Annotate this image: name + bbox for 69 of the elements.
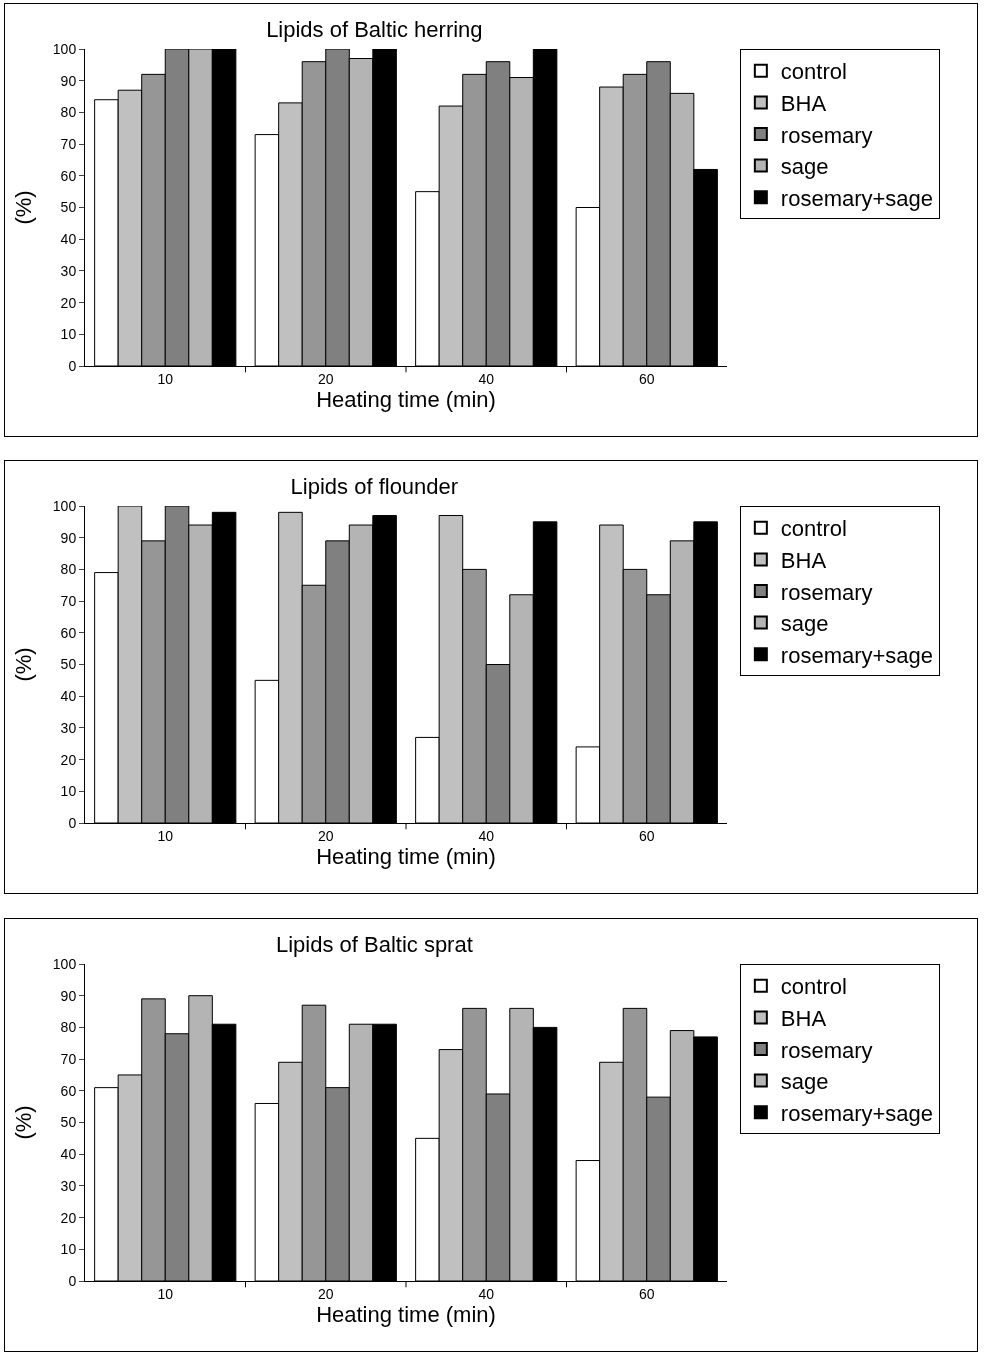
y-tick-label: 20: [60, 294, 77, 311]
y-tick-label: 10: [60, 783, 77, 800]
x-tick-label: 20: [317, 1285, 334, 1302]
x-tick-label: 60: [638, 370, 655, 387]
legend-label: rosemary: [780, 579, 873, 605]
x-axis-title: Heating time (min): [316, 386, 496, 412]
y-tick-label: 100: [52, 40, 77, 57]
y-tick-label: 0: [68, 1272, 77, 1289]
y-tick-label: 40: [60, 231, 77, 248]
y-tick-label: 30: [60, 719, 77, 736]
y-tick-label: 70: [60, 136, 77, 152]
x-tick-label: 40: [478, 370, 495, 387]
x-tick-label: 60: [638, 827, 655, 844]
legend-label: sage: [780, 611, 829, 637]
legend-label: rosemary: [780, 122, 873, 148]
x-tick-label: 10: [157, 827, 174, 844]
y-tick-label: 70: [60, 1051, 77, 1067]
y-tick-label: 0: [68, 357, 77, 374]
y-tick-label: 100: [52, 955, 77, 972]
x-axis-title: Heating time (min): [316, 1301, 496, 1327]
y-tick-label: 40: [60, 688, 77, 705]
y-tick-label: 20: [60, 751, 77, 768]
y-tick-label: 10: [60, 326, 77, 343]
legend-label: rosemary+sage: [780, 642, 934, 668]
y-tick-label: 100: [52, 497, 77, 514]
y-tick-label: 0: [68, 814, 77, 831]
x-tick-label: 20: [317, 370, 334, 387]
x-tick-label: 40: [478, 827, 495, 844]
y-axis-title: (%): [11, 1105, 36, 1140]
legend-label: control: [780, 516, 847, 542]
legend-label: control: [780, 974, 847, 1000]
legend-label: sage: [780, 1069, 829, 1095]
x-tick-label: 20: [317, 827, 334, 844]
y-tick-label: 80: [60, 561, 77, 578]
y-tick-label: 10: [60, 1241, 77, 1258]
x-tick-label: 10: [157, 370, 174, 387]
y-axis-title: (%): [11, 190, 36, 225]
y-tick-label: 60: [60, 624, 77, 641]
y-tick-label: 90: [60, 987, 77, 1004]
y-tick-label: 50: [60, 656, 77, 673]
legend-label: rosemary: [780, 1037, 873, 1063]
y-tick-label: 60: [60, 1082, 77, 1099]
legend-label: rosemary+sage: [780, 185, 934, 211]
y-tick-label: 90: [60, 72, 77, 89]
chart-title: Lipids of flounder: [290, 473, 459, 499]
legend-label: BHA: [780, 1005, 827, 1031]
legend-label: control: [780, 59, 847, 85]
chart-title: Lipids of Baltic sprat: [275, 931, 473, 957]
y-tick-label: 30: [60, 262, 77, 279]
x-tick-label: 60: [638, 1285, 655, 1302]
y-tick-label: 90: [60, 529, 77, 546]
legend-label: BHA: [780, 547, 827, 573]
legend-label: BHA: [780, 90, 827, 116]
x-tick-label: 10: [157, 1285, 174, 1302]
legend-label: sage: [780, 154, 829, 180]
y-tick-label: 80: [60, 104, 77, 121]
chart-title: Lipids of Baltic herring: [266, 16, 483, 42]
y-tick-label: 20: [60, 1209, 77, 1226]
y-tick-label: 40: [60, 1146, 77, 1163]
y-tick-label: 50: [60, 1114, 77, 1131]
y-tick-label: 70: [60, 593, 77, 609]
x-axis-title: Heating time (min): [316, 843, 496, 869]
y-tick-label: 50: [60, 199, 77, 216]
y-tick-label: 80: [60, 1019, 77, 1036]
y-axis-title: (%): [11, 647, 36, 682]
y-tick-label: 30: [60, 1177, 77, 1194]
y-tick-label: 60: [60, 167, 77, 184]
x-tick-label: 40: [478, 1285, 495, 1302]
legend-label: rosemary+sage: [780, 1100, 934, 1126]
